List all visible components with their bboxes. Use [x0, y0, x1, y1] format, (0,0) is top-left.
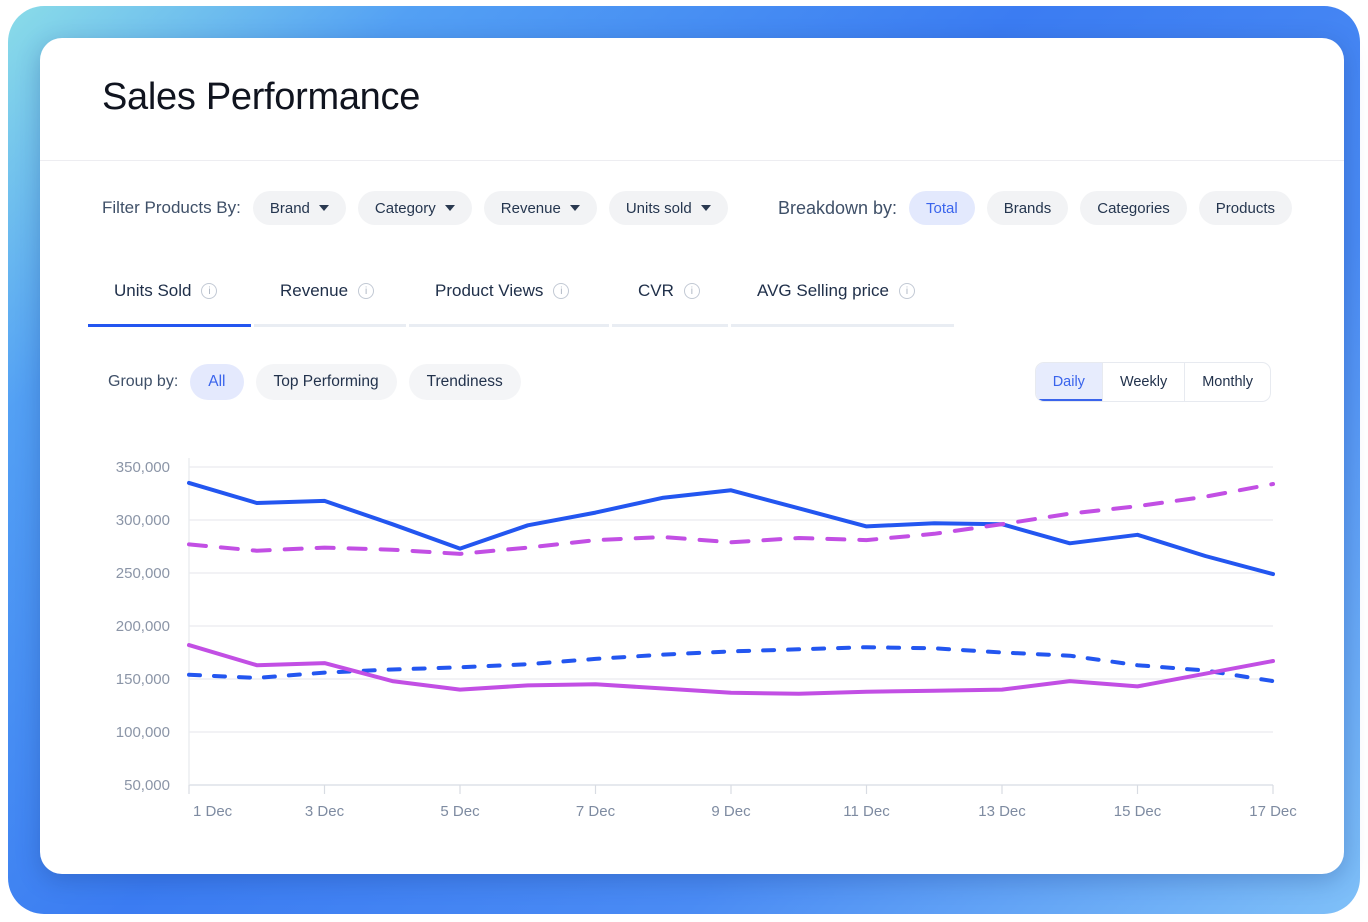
group-by-label: Group by: [108, 373, 179, 390]
tab-product-views[interactable]: Product Views i [409, 279, 609, 327]
svg-text:3 Dec: 3 Dec [305, 803, 345, 820]
filter-dropdown-category[interactable]: Category [357, 191, 472, 225]
breakdown-group: Breakdown by: Total Brands Categories Pr… [778, 191, 1292, 225]
svg-text:7 Dec: 7 Dec [576, 803, 616, 820]
group-option-all[interactable]: All [190, 364, 244, 400]
tab-avg-selling-price[interactable]: AVG Selling price i [731, 279, 954, 327]
chevron-down-icon [569, 205, 580, 211]
metric-tabs: Units Sold i Revenue i Product Views i CVR i… [88, 279, 957, 327]
breakdown-option-total[interactable]: Total [909, 191, 975, 225]
page-title: Sales Performance [102, 76, 421, 118]
group-by-row: Group by: All Top Performing Trendiness … [108, 362, 1271, 402]
breakdown-option-categories[interactable]: Categories [1080, 191, 1187, 225]
svg-text:9 Dec: 9 Dec [711, 803, 751, 820]
period-daily[interactable]: Daily [1035, 363, 1103, 401]
svg-text:350,000: 350,000 [116, 459, 170, 476]
sales-performance-card: Sales Performance Filter Products By: Br… [40, 38, 1344, 874]
svg-text:11 Dec: 11 Dec [843, 803, 890, 820]
breakdown-label: Breakdown by: [777, 197, 898, 218]
svg-text:50,000: 50,000 [124, 777, 170, 794]
svg-text:17 Dec: 17 Dec [1249, 803, 1297, 820]
chevron-down-icon [444, 205, 455, 211]
filter-products-group: Filter Products By: Brand Category Reven… [102, 191, 728, 225]
svg-text:100,000: 100,000 [116, 724, 170, 741]
svg-text:250,000: 250,000 [116, 565, 170, 582]
info-icon[interactable]: i [358, 283, 375, 299]
group-option-trendiness[interactable]: Trendiness [408, 364, 521, 400]
filter-dropdown-units-sold[interactable]: Units sold [608, 191, 728, 225]
svg-text:1 Dec: 1 Dec [193, 803, 233, 820]
info-icon[interactable]: i [898, 283, 915, 299]
header-divider [40, 160, 1344, 161]
filter-dropdown-revenue[interactable]: Revenue [483, 191, 597, 225]
breakdown-option-products[interactable]: Products [1198, 191, 1292, 225]
svg-text:150,000: 150,000 [116, 671, 170, 688]
tab-revenue[interactable]: Revenue i [254, 279, 406, 327]
filter-dropdown-brand[interactable]: Brand [252, 191, 346, 225]
group-option-top-performing[interactable]: Top Performing [255, 364, 397, 400]
breakdown-option-brands[interactable]: Brands [986, 191, 1069, 225]
tab-cvr[interactable]: CVR i [612, 279, 728, 327]
sales-line-chart: 350,000 300,000 250,000 200,000 150,000 100,0… [116, 458, 1297, 820]
svg-text:300,000: 300,000 [116, 512, 170, 529]
controls-row: Filter Products By: Brand Category Reven… [102, 190, 1292, 226]
period-weekly[interactable]: Weekly [1103, 363, 1186, 401]
chart-container: 350,000 300,000 250,000 200,000 150,000 100,0… [40, 438, 1344, 838]
info-icon[interactable]: i [201, 283, 218, 299]
svg-text:200,000: 200,000 [116, 618, 170, 635]
svg-text:5 Dec: 5 Dec [440, 803, 480, 820]
period-toggle: Daily Weekly Monthly [1034, 362, 1271, 402]
info-icon[interactable]: i [683, 283, 700, 299]
group-by-controls: Group by: All Top Performing Trendiness [108, 364, 521, 400]
chevron-down-icon [700, 205, 711, 211]
period-monthly[interactable]: Monthly [1202, 374, 1253, 390]
filter-products-label: Filter Products By: [102, 198, 241, 217]
svg-text:15 Dec: 15 Dec [1114, 803, 1162, 820]
gradient-frame: Sales Performance Filter Products By: Br… [8, 6, 1360, 914]
tab-units-sold[interactable]: Units Sold i [88, 279, 251, 327]
chevron-down-icon [318, 205, 329, 211]
svg-text:13 Dec: 13 Dec [978, 803, 1026, 820]
info-icon[interactable]: i [553, 283, 570, 299]
